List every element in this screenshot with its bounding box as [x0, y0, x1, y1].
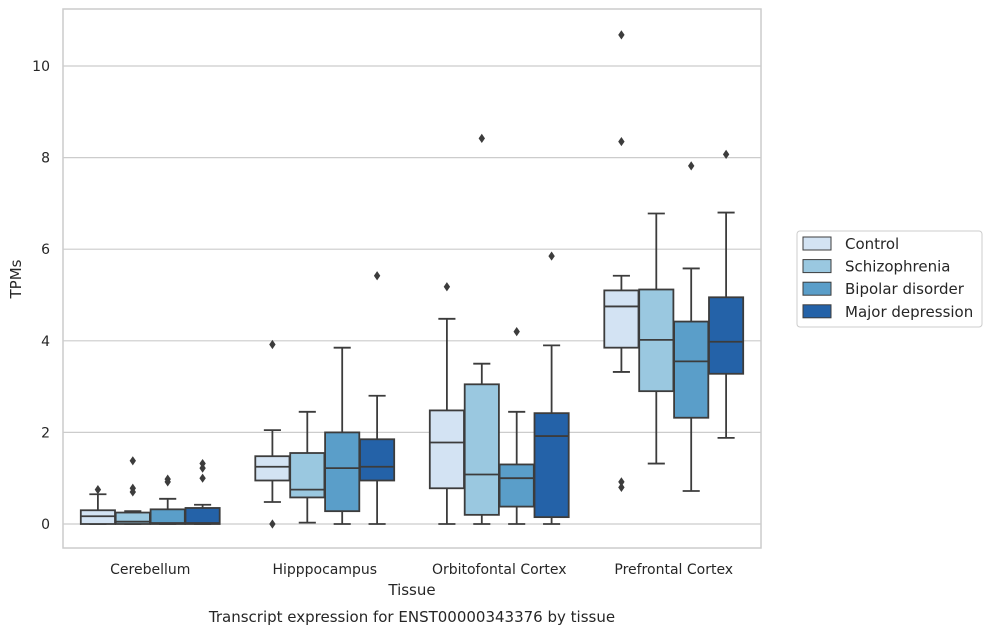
box — [603, 289, 640, 349]
outlier-point — [548, 251, 555, 261]
legend-label: Control — [845, 235, 899, 253]
legend-swatch — [802, 236, 832, 251]
outlier-point — [443, 282, 451, 292]
box-group — [603, 30, 640, 492]
outlier-point — [513, 327, 520, 337]
outlier-point — [269, 339, 276, 350]
box-group — [673, 161, 710, 492]
box — [289, 452, 326, 499]
box-group — [463, 133, 500, 525]
box — [79, 509, 116, 525]
box-group — [638, 212, 675, 465]
box — [359, 438, 396, 482]
box-group — [324, 346, 361, 525]
y-tick-label: 6 — [41, 242, 50, 258]
box — [498, 463, 535, 508]
outlier-point — [94, 485, 102, 495]
legend-label: Major depression — [845, 303, 973, 321]
box-group — [289, 410, 326, 524]
box — [254, 455, 291, 482]
box — [708, 296, 745, 375]
x-tick-label: Orbitofontal Cortex — [432, 562, 567, 578]
box — [149, 508, 186, 525]
y-tick-label: 0 — [41, 517, 50, 533]
y-axis-label: TPMs — [7, 259, 25, 299]
legend-swatch — [802, 259, 832, 274]
plot-area — [62, 8, 762, 549]
box-group — [254, 339, 291, 529]
x-axis-ticks: Cerebellum Hipppocampus Orbitofontal Corte… — [110, 562, 733, 578]
box-group — [428, 282, 465, 525]
box — [673, 320, 710, 419]
outlier-point — [618, 30, 625, 40]
outlier-point — [164, 474, 171, 484]
legend-label: Schizophrenia — [845, 258, 950, 276]
box — [428, 409, 465, 490]
box — [533, 412, 570, 519]
legend-swatch — [802, 304, 832, 319]
box-group — [184, 458, 221, 525]
box-group — [79, 485, 116, 525]
y-tick-label: 10 — [32, 59, 50, 75]
outlier-point — [618, 136, 625, 147]
x-axis-label: Tissue — [387, 581, 435, 599]
box-group — [708, 149, 745, 439]
y-tick-label: 2 — [41, 425, 50, 441]
outlier-point — [129, 483, 136, 493]
outlier-point — [618, 477, 625, 487]
x-tick-label: Cerebellum — [110, 562, 190, 578]
legend: Control Schizophrenia Bipolar disorder Majo… — [796, 230, 983, 328]
legend-label: Bipolar disorder — [845, 280, 965, 298]
chart-title: Transcript expression for ENST0000034337… — [208, 608, 615, 626]
outlier-point — [722, 149, 730, 159]
box — [324, 431, 361, 513]
x-tick-label: Prefrontal Cortex — [614, 562, 733, 578]
outlier-point — [199, 473, 206, 483]
y-axis-ticks: 0 2 4 6 8 10 — [32, 59, 50, 533]
outlier-point — [129, 456, 136, 466]
y-tick-label: 4 — [41, 334, 50, 350]
outlier-point — [269, 519, 276, 529]
boxes — [79, 30, 745, 529]
outlier-point — [688, 161, 695, 171]
grid-lines — [63, 65, 761, 525]
box-group — [149, 474, 186, 525]
outlier-point — [478, 133, 485, 143]
x-tick-label: Hipppocampus — [272, 562, 377, 578]
y-tick-label: 8 — [41, 151, 50, 167]
box-group — [498, 327, 535, 525]
outlier-point — [199, 458, 206, 469]
box — [184, 507, 221, 525]
box — [463, 383, 500, 516]
box-group — [114, 456, 151, 525]
outlier-point — [618, 482, 625, 492]
legend-swatch — [802, 281, 832, 296]
outlier-point — [373, 271, 381, 281]
box-group — [359, 271, 396, 525]
box-group — [533, 251, 570, 525]
legend-frame — [796, 230, 983, 328]
